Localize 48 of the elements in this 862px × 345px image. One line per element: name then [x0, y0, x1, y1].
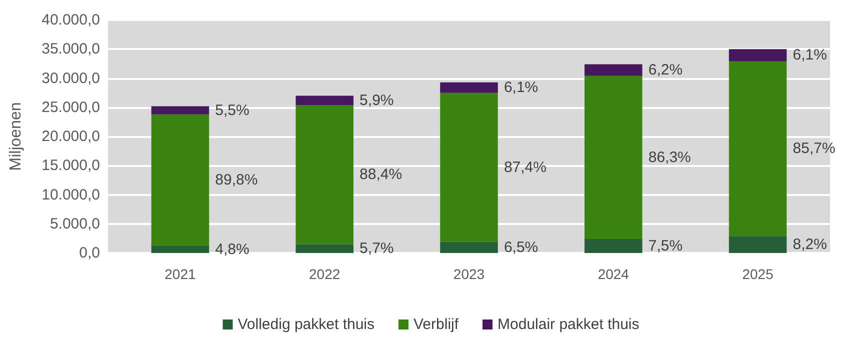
bar	[151, 114, 210, 246]
bar	[584, 239, 642, 253]
bar	[584, 64, 642, 76]
annotation: 5,9%	[360, 92, 394, 109]
x-tick-label: 2024	[598, 266, 630, 282]
y-tick-label: 5.000,0	[50, 215, 100, 232]
bar	[728, 236, 787, 253]
annotation: 6,1%	[792, 46, 827, 64]
bar	[440, 82, 498, 93]
legend-label: Modulair pakket thuis	[498, 316, 640, 333]
y-tick-label: 15.000,0	[42, 157, 100, 174]
annotation: 7,5%	[648, 238, 683, 255]
x-tick-label: 2023	[453, 266, 485, 282]
y-tick-label: 0,0	[79, 244, 100, 262]
bar	[296, 244, 354, 253]
annotation: 86,3%	[648, 148, 691, 166]
annotation: 8,2%	[792, 236, 827, 254]
y-tick-label: 25.000,0	[42, 98, 100, 116]
annotation: 85,7%	[792, 140, 836, 158]
y-tick-label: 10.000,0	[42, 186, 100, 204]
annotation: 5,7%	[360, 240, 394, 258]
annotation: 4,8%	[215, 241, 250, 258]
annotation: 6,2%	[648, 62, 683, 79]
bar	[584, 76, 642, 240]
x-tick-label: 2022	[309, 266, 340, 282]
y-axis-title: Miljoenen	[8, 102, 24, 171]
annotation: 6,1%	[504, 79, 538, 96]
y-tick-label: 35.000,0	[42, 40, 100, 58]
annotation: 89,8%	[215, 172, 258, 189]
bar	[728, 49, 787, 62]
bar	[728, 61, 787, 236]
bar	[151, 246, 210, 253]
annotation: 87,4%	[504, 158, 547, 176]
bar	[440, 242, 498, 253]
bar	[296, 105, 354, 244]
bar	[440, 92, 498, 242]
x-tick-label: 2021	[164, 266, 196, 282]
legend-label: Volledig pakket thuis	[238, 316, 375, 333]
annotation: 88,4%	[360, 166, 402, 184]
x-tick-label: 2025	[742, 266, 774, 282]
annotation: 6,5%	[504, 238, 538, 256]
annotation: 5,5%	[215, 102, 250, 119]
bar	[151, 106, 210, 114]
y-tick-label: 40.000,0	[42, 12, 100, 28]
y-tick-label: 20.000,0	[42, 128, 100, 145]
y-tick-label: 30.000,0	[42, 70, 100, 87]
bar	[296, 96, 354, 106]
legend-label: Verblijf	[414, 316, 460, 333]
